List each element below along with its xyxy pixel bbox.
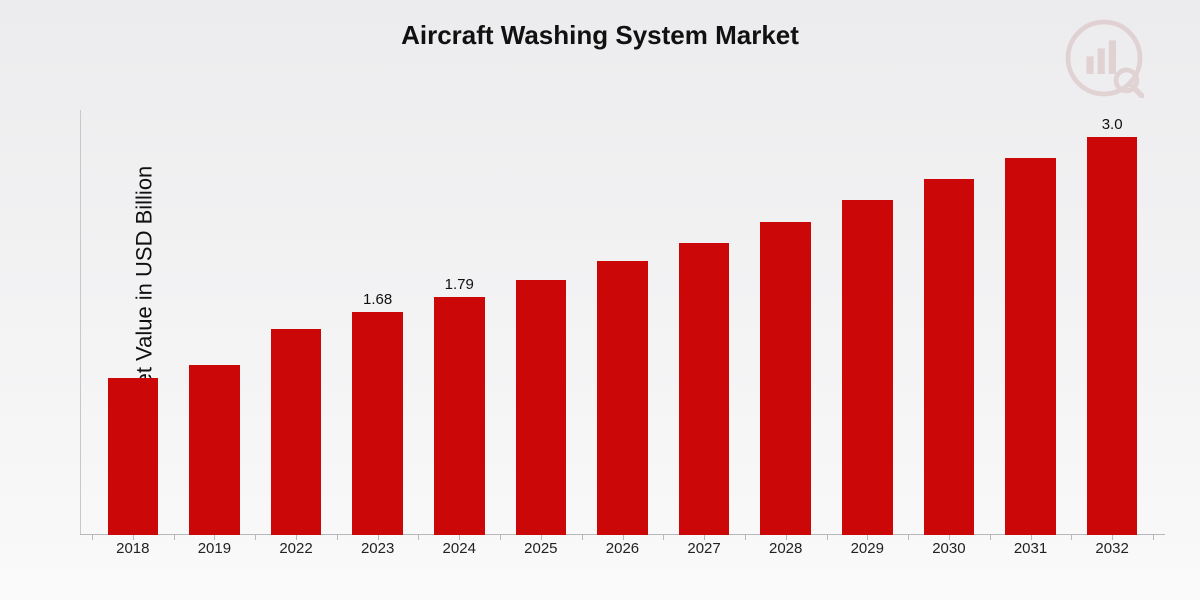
x-axis-tick-label: 2028 (745, 540, 827, 557)
bar (924, 179, 975, 535)
bar (516, 280, 567, 535)
x-axis-tick-label: 2026 (582, 540, 664, 557)
bar-slot (663, 110, 745, 535)
x-axis-tick-label: 2027 (663, 540, 745, 557)
x-axis-tick-label: 2018 (92, 540, 174, 557)
x-axis-tick-label: 2022 (255, 540, 337, 557)
bar (434, 297, 485, 535)
x-axis-tick-label: 2024 (418, 540, 500, 557)
bar (352, 312, 403, 535)
x-axis-tick-label: 2030 (908, 540, 990, 557)
bar-slot: 1.68 (337, 110, 419, 535)
bar (1005, 158, 1056, 535)
bar-slot: 1.79 (418, 110, 500, 535)
x-axis-tick-label: 2031 (990, 540, 1072, 557)
bar (842, 200, 893, 535)
bar-slot (92, 110, 174, 535)
bar-slot (582, 110, 664, 535)
chart-title: Aircraft Washing System Market (0, 20, 1200, 51)
bar-slot (908, 110, 990, 535)
bar-slot (174, 110, 256, 535)
watermark-logo (1064, 18, 1144, 98)
bar (760, 222, 811, 535)
x-axis-labels: 2018201920222023202420252026202720282029… (80, 540, 1165, 557)
bar-slot (990, 110, 1072, 535)
bar-slot: 3.0 (1071, 110, 1153, 535)
bar (189, 365, 240, 535)
x-axis-tick-label: 2019 (174, 540, 256, 557)
plot-area: 1.68 1.79 3.0 (80, 110, 1165, 535)
x-axis-tick-label: 2025 (500, 540, 582, 557)
bar (679, 243, 730, 535)
bar (108, 378, 159, 535)
bar (1087, 137, 1138, 535)
bar-value-label: 3.0 (1102, 116, 1123, 133)
bar-value-label: 1.68 (363, 291, 392, 308)
bar-slot (826, 110, 908, 535)
bar-slot (255, 110, 337, 535)
x-axis-tick-label: 2029 (826, 540, 908, 557)
bars-container: 1.68 1.79 3.0 (80, 110, 1165, 535)
bar (271, 329, 322, 535)
bar (597, 261, 648, 535)
x-axis-tick-label: 2023 (337, 540, 419, 557)
bar-value-label: 1.79 (445, 276, 474, 293)
bar-slot (745, 110, 827, 535)
bar-slot (500, 110, 582, 535)
x-axis-tick-label: 2032 (1071, 540, 1153, 557)
